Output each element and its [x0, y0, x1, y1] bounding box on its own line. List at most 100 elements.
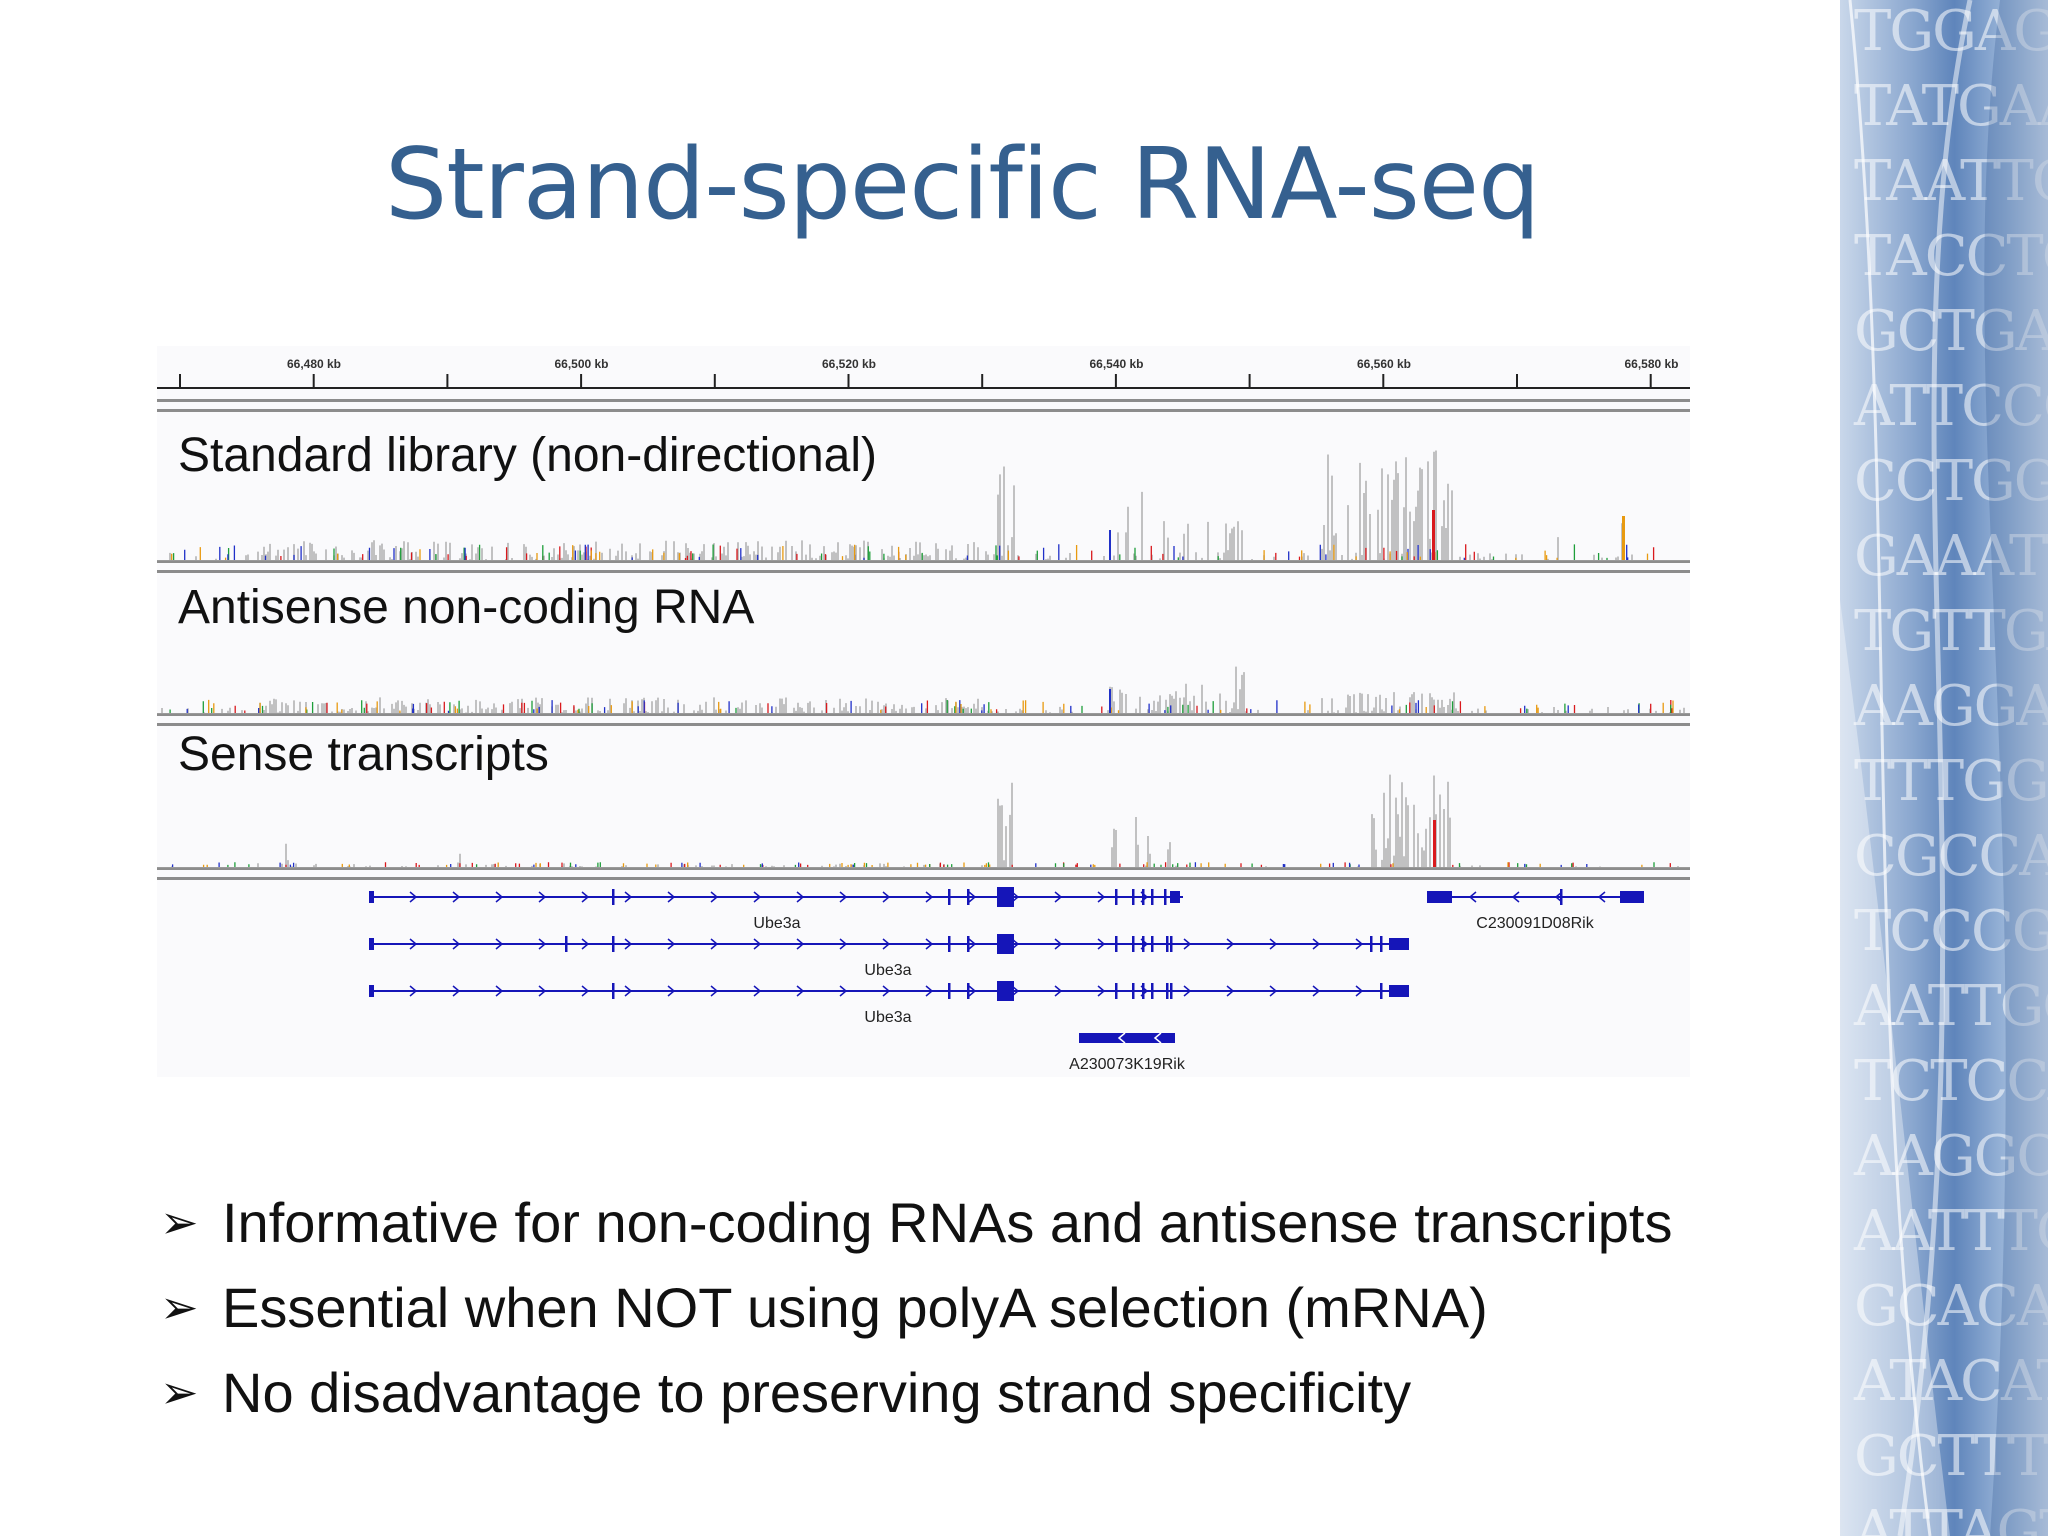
bullet-text: Essential when NOT using polyA selection… — [222, 1276, 1488, 1339]
track-separator — [157, 867, 1690, 870]
bullet-arrow-icon: ➢ — [160, 1280, 199, 1334]
exon — [967, 983, 970, 999]
red-mismatch-peak — [1433, 820, 1436, 867]
exon — [1115, 983, 1118, 999]
strand-arrow-left-icon — [1117, 1032, 1162, 1044]
genome-browser-svg: 66,480 kb 66,500 kb 66,520 kb 66,540 kb 66,5… — [157, 357, 1690, 1073]
bullet-text: No disadvantage to preserving strand spe… — [222, 1361, 1412, 1424]
strand-arrow-left-icon — [1468, 891, 1606, 903]
exon — [1115, 936, 1118, 952]
ruler-tick-label: 66,560 kb — [1357, 357, 1411, 371]
track-standard — [157, 450, 1690, 561]
exon — [1151, 983, 1154, 999]
mismatch-marks — [171, 862, 1588, 867]
track-separator — [157, 877, 1690, 880]
track-separator — [157, 713, 1690, 716]
mismatch-marks — [171, 544, 1649, 560]
exon — [565, 936, 568, 952]
exon — [1389, 938, 1409, 950]
exon — [369, 985, 374, 997]
track-separator — [157, 409, 1690, 412]
coverage-bars — [161, 666, 1685, 713]
exon — [1164, 889, 1167, 905]
exon — [1132, 983, 1135, 999]
ruler-tick-label: 66,580 kb — [1624, 357, 1678, 371]
exon — [1170, 983, 1173, 999]
genome-browser-figure: 66,480 kb 66,500 kb 66,520 kb 66,540 kb 66,5… — [157, 346, 1690, 1077]
exon — [1142, 936, 1145, 952]
exon — [1115, 889, 1118, 905]
ruler-tick-label: 66,500 kb — [554, 357, 608, 371]
coverage-bars — [171, 774, 1679, 867]
exon — [1370, 936, 1373, 952]
exon — [948, 936, 951, 952]
track-separator — [157, 399, 1690, 402]
blue-mismatch-peak — [1109, 689, 1111, 713]
coverage-tracks — [157, 399, 1690, 880]
exon — [948, 889, 951, 905]
exon — [1151, 889, 1154, 905]
exon — [1170, 891, 1180, 903]
mismatch-marks — [184, 544, 1629, 560]
coverage-bars — [169, 450, 1633, 560]
track-label-sense: Sense transcripts — [178, 728, 549, 781]
slide-title: Strand-specific RNA-seq — [385, 128, 1540, 242]
bullet-arrow-icon: ➢ — [160, 1365, 199, 1419]
bullet-text: Informative for non-coding RNAs and anti… — [222, 1191, 1673, 1254]
exon — [997, 934, 1014, 954]
bullet-item: ➢ Essential when NOT using polyA selectio… — [160, 1265, 1672, 1350]
gene-ube3a-3: Ube3a — [369, 981, 1409, 1026]
decorative-curves — [1840, 0, 2048, 1536]
ruler-tick-label: 66,520 kb — [822, 357, 876, 371]
gene-label: Ube3a — [864, 1009, 911, 1026]
mismatch-marks — [208, 699, 1674, 713]
gene-label: C230091D08Rik — [1476, 915, 1594, 932]
strand-arrow-right-icon — [409, 891, 1149, 903]
exon — [1166, 983, 1169, 999]
exon — [997, 981, 1014, 1001]
gene-annotation-track: Ube3a Ube3a Ube3a C230091D08Rik A230073K19Ri… — [369, 887, 1644, 1073]
strand-arrow-right-icon — [409, 938, 1364, 950]
exon — [1560, 889, 1563, 905]
gene-ube3a-1: Ube3a — [369, 887, 1183, 932]
exon — [612, 936, 615, 952]
strand-arrow-right-icon — [409, 985, 1364, 997]
gene-label: A230073K19Rik — [1069, 1056, 1186, 1073]
exon — [1142, 889, 1145, 905]
exon — [612, 983, 615, 999]
gene-a230073k19rik: A230073K19Rik — [1069, 1032, 1186, 1073]
red-mismatch-peak — [1432, 510, 1435, 560]
exon — [967, 936, 970, 952]
exon — [1079, 1033, 1175, 1043]
gene-ube3a-2: Ube3a — [369, 934, 1409, 979]
dna-sequence-decoration: TGGAGA TATGAAG TAATTCT TACCTCC GCTGAAC A… — [1840, 0, 2048, 1536]
bullet-list: ➢ Informative for non-coding RNAs and ant… — [160, 1180, 1672, 1435]
bullet-item: ➢ Informative for non-coding RNAs and ant… — [160, 1180, 1672, 1265]
exon — [997, 887, 1014, 907]
track-antisense — [157, 666, 1690, 714]
exon — [948, 983, 951, 999]
exon — [1170, 936, 1173, 952]
track-label-standard: Standard library (non-directional) — [178, 429, 877, 482]
exon — [967, 889, 970, 905]
track-separator — [157, 723, 1690, 726]
gene-label: Ube3a — [753, 915, 800, 932]
exon — [1389, 985, 1409, 997]
gene-label: Ube3a — [864, 962, 911, 979]
exon — [369, 938, 374, 950]
exon — [369, 891, 374, 903]
ruler-tick-label: 66,540 kb — [1089, 357, 1143, 371]
exon — [1166, 936, 1169, 952]
track-sense — [157, 774, 1690, 868]
coordinate-ruler: 66,480 kb 66,500 kb 66,520 kb 66,540 kb 66,5… — [157, 357, 1690, 389]
mismatch-marks — [172, 544, 1608, 560]
exon — [1427, 891, 1452, 903]
track-separator — [157, 560, 1690, 563]
exon — [1620, 891, 1644, 903]
exon — [1151, 936, 1154, 952]
dna-letters: TGGAGA TATGAAG TAATTCT TACCTCC GCTGAAC A… — [1854, 0, 2048, 1536]
exon — [1132, 889, 1135, 905]
exon — [612, 889, 615, 905]
mismatch-marks — [169, 700, 1672, 713]
exon — [1380, 936, 1383, 952]
